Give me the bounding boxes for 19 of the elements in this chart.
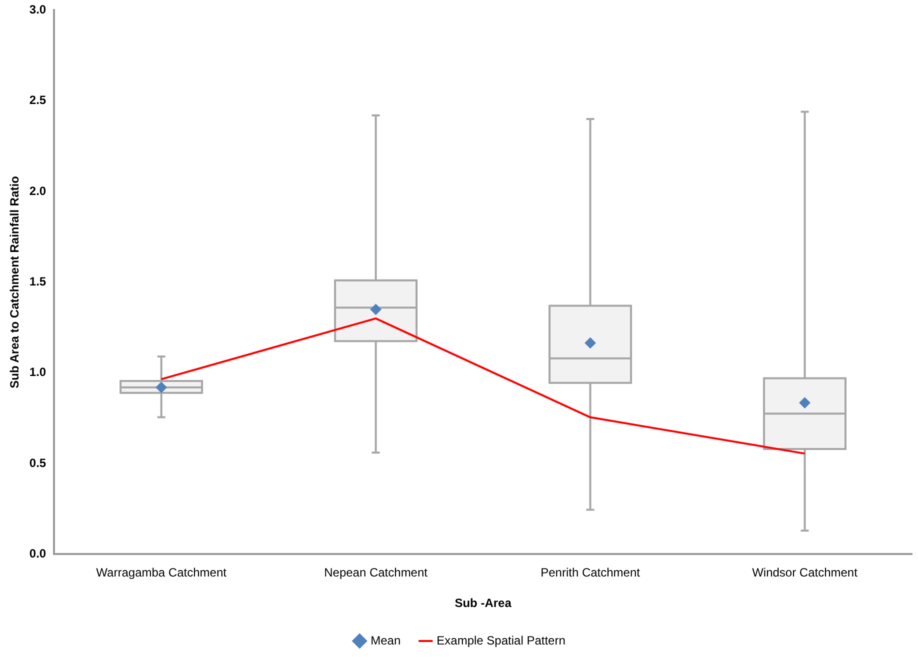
x-tick-label: Warragamba Catchment [96,566,228,580]
y-tick-label: 1.5 [29,274,46,289]
x-tick-label: Penrith Catchment [540,566,641,580]
point [799,397,810,408]
y-tick-label: 2.0 [29,184,46,198]
legend-label: Mean [370,633,401,648]
y-tick-label: 2.5 [29,93,46,108]
point [156,382,167,393]
x-tick-label: Windsor Catchment [752,566,858,580]
x-tick-label: Nepean Catchment [324,566,428,580]
x-axis-title: Sub -Area [454,596,512,610]
y-tick-label: 3.0 [29,2,46,17]
y-tick-label: 0.5 [29,456,46,470]
legend-label: Example Spatial Pattern [436,633,566,648]
point [370,304,382,315]
point [584,337,596,348]
y-axis-title: Sub Area to Catchment Rainfall Ratio [8,176,22,388]
y-tick-label: 0.0 [29,546,46,561]
y-tick-label: 1.0 [29,365,46,380]
